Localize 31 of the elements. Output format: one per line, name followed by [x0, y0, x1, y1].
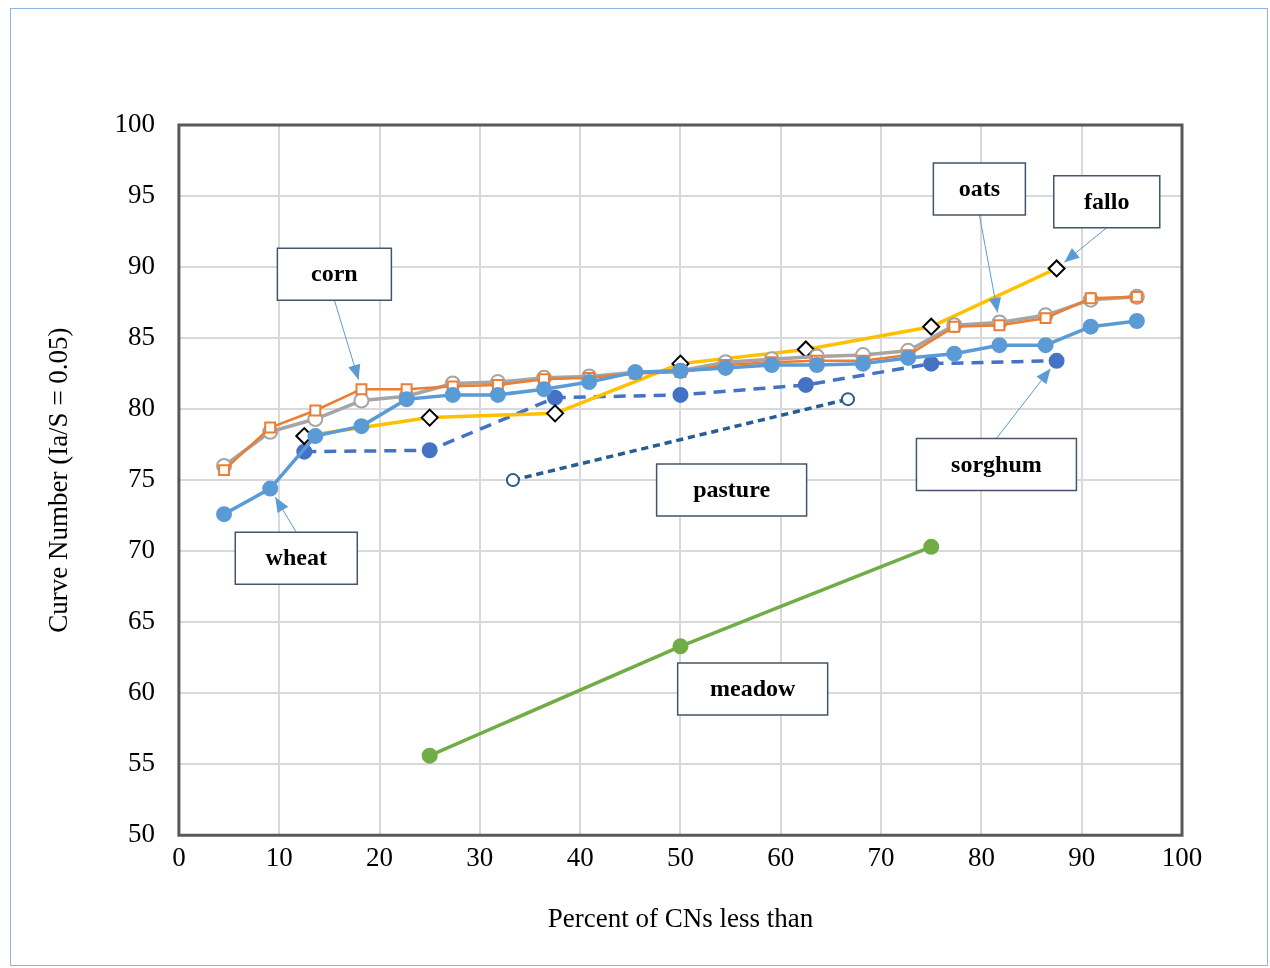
x-tick-label: 50 — [666, 842, 694, 873]
x-tick-label: 20 — [366, 842, 394, 873]
x-tick-label: 30 — [466, 842, 494, 873]
x-tick-label: 100 — [1161, 842, 1203, 873]
y-tick-label: 60 — [127, 676, 155, 707]
y-tick-label: 55 — [127, 747, 155, 778]
y-tick-label: 70 — [127, 534, 155, 565]
x-tick-label: 70 — [867, 842, 895, 873]
y-tick-label: 100 — [114, 108, 155, 139]
x-tick-label: 0 — [172, 842, 186, 873]
x-tick-label: 80 — [967, 842, 995, 873]
x-tick-label: 60 — [767, 842, 795, 873]
y-tick-label: 65 — [127, 605, 155, 636]
y-tick-label: 50 — [127, 818, 155, 849]
y-tick-label: 80 — [127, 392, 155, 423]
x-tick-label: 40 — [566, 842, 594, 873]
series-label: meadow — [710, 675, 796, 702]
text: corn — [311, 260, 358, 287]
text: sorghum — [951, 450, 1042, 477]
text: oats — [958, 175, 1001, 202]
y-tick-label: 90 — [127, 250, 155, 281]
y-tick-label: 75 — [127, 463, 155, 494]
text: fallo — [1084, 187, 1130, 214]
x-axis-title: Percent of CNs less than — [547, 902, 814, 933]
y-tick-label: 85 — [127, 321, 155, 352]
x-tick-label: 90 — [1068, 842, 1096, 873]
y-axis-title: Curve Number (Ia/S = 0.05) — [43, 327, 74, 633]
x-tick-label: 10 — [265, 842, 293, 873]
y-tick-label: 95 — [127, 179, 155, 210]
series-label: pasture — [693, 476, 771, 503]
series-label: wheat — [265, 544, 327, 571]
